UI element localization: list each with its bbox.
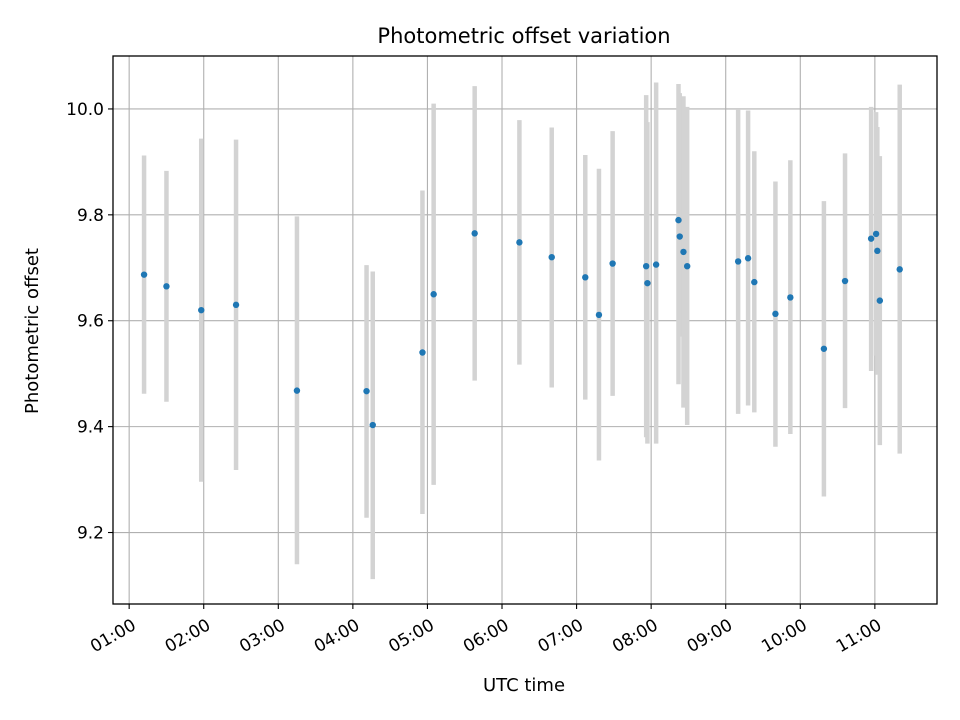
data-point bbox=[820, 345, 828, 352]
y-tick-label: 9.4 bbox=[77, 418, 104, 438]
data-point bbox=[609, 260, 616, 267]
chart-title: Photometric offset variation bbox=[377, 24, 670, 48]
data-point bbox=[841, 277, 849, 285]
data-point bbox=[896, 266, 903, 273]
data-point bbox=[363, 387, 370, 395]
data-point bbox=[874, 247, 881, 255]
plot-frame bbox=[112, 55, 938, 605]
data-point bbox=[140, 271, 148, 278]
data-point bbox=[676, 233, 683, 240]
data-point bbox=[582, 274, 589, 281]
data-point bbox=[675, 216, 682, 224]
data-point bbox=[772, 310, 779, 318]
data-point bbox=[644, 279, 651, 287]
data-point bbox=[734, 258, 742, 265]
data-point bbox=[867, 235, 875, 242]
y-tick-label: 10.0 bbox=[66, 100, 104, 120]
data-point bbox=[595, 311, 603, 319]
data-point bbox=[163, 283, 170, 290]
y-tick-label: 9.8 bbox=[77, 206, 104, 226]
data-point bbox=[876, 297, 884, 304]
data-point bbox=[744, 255, 752, 262]
data-point bbox=[430, 291, 437, 298]
data-point bbox=[198, 306, 205, 314]
data-point bbox=[787, 294, 794, 301]
data-point bbox=[683, 262, 691, 270]
y-axis-label: Photometric offset bbox=[22, 248, 43, 414]
data-point bbox=[652, 261, 660, 268]
data-point bbox=[471, 230, 478, 237]
data-point bbox=[642, 262, 650, 270]
data-points bbox=[140, 216, 903, 429]
data-point bbox=[548, 253, 555, 261]
data-point bbox=[419, 349, 426, 356]
y-tick-label: 9.6 bbox=[77, 312, 104, 332]
data-point bbox=[516, 239, 523, 246]
data-point bbox=[232, 301, 240, 309]
data-point bbox=[369, 421, 376, 429]
data-point bbox=[751, 278, 758, 286]
data-point bbox=[293, 387, 301, 394]
data-point bbox=[680, 248, 687, 256]
y-tick-label: 9.2 bbox=[77, 524, 104, 544]
data-point bbox=[872, 230, 880, 238]
x-axis-label: UTC time bbox=[483, 675, 565, 696]
